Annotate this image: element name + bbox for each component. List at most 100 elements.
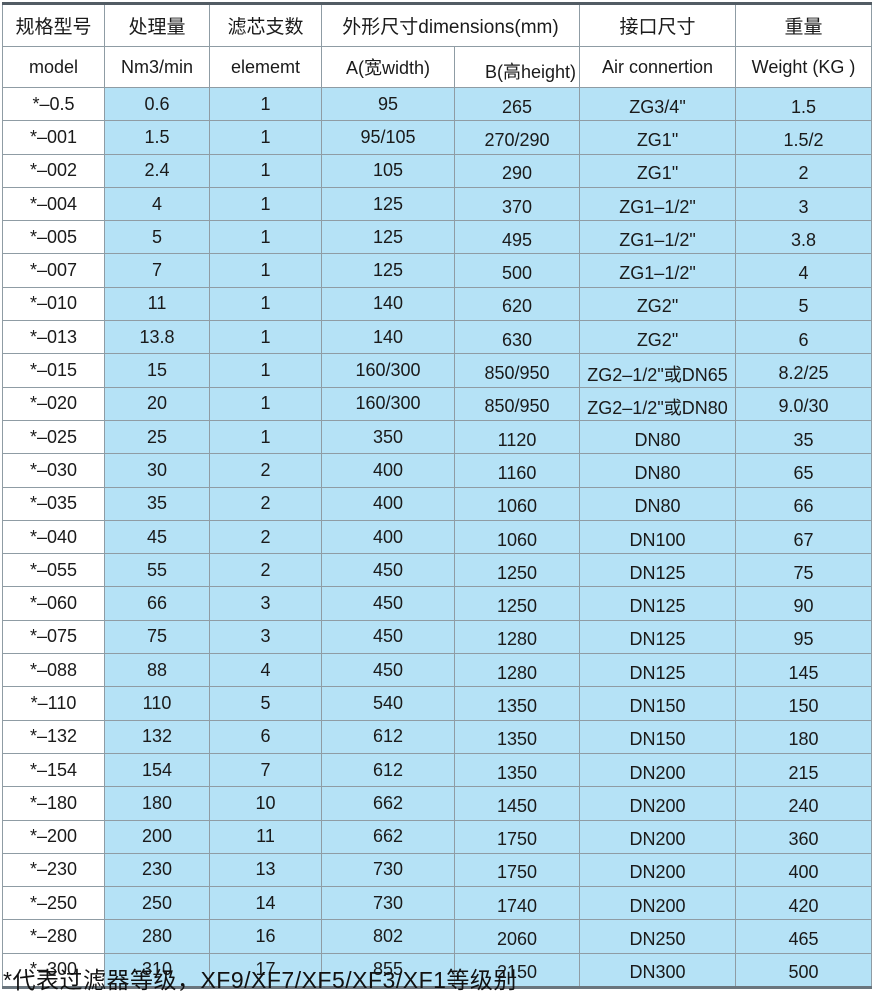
cell-flow: 230 bbox=[104, 852, 210, 888]
cell-height-b: 1060 bbox=[453, 486, 581, 521]
table-row: *–015 15 1 160/300 850/950 ZG2–1/2"或DN65… bbox=[2, 353, 873, 388]
cell-elements: 3 bbox=[209, 619, 322, 655]
header-elements-unit: elememt bbox=[209, 46, 322, 88]
header-dim-b: B(高height) bbox=[453, 46, 581, 88]
header-weight: 重量 bbox=[735, 3, 873, 47]
header-connection-en: Air connertion bbox=[579, 46, 737, 88]
cell-flow: 66 bbox=[104, 586, 210, 621]
cell-height-b: 2060 bbox=[453, 919, 581, 954]
cell-model: *–088 bbox=[2, 653, 105, 688]
cell-elements: 2 bbox=[209, 553, 322, 588]
cell-connection: ZG1–1/2" bbox=[579, 253, 737, 288]
cell-height-b: 1250 bbox=[453, 553, 581, 588]
cell-connection: DN125 bbox=[579, 619, 737, 655]
cell-weight: 400 bbox=[735, 852, 873, 888]
table-row: *–230 230 13 730 1750 DN200 400 bbox=[2, 852, 873, 888]
cell-model: *–250 bbox=[2, 886, 105, 921]
cell-weight: 180 bbox=[735, 719, 873, 754]
cell-height-b: 265 bbox=[453, 86, 581, 122]
cell-height-b: 1450 bbox=[453, 786, 581, 821]
cell-flow: 11 bbox=[104, 286, 210, 322]
cell-width-a: 450 bbox=[321, 553, 455, 588]
cell-model: *–0.5 bbox=[2, 86, 105, 122]
cell-connection: DN80 bbox=[579, 453, 737, 488]
cell-width-a: 140 bbox=[321, 320, 455, 355]
header-weight-en: Weight (KG ) bbox=[735, 46, 873, 88]
cell-connection: ZG1–1/2" bbox=[579, 186, 737, 222]
header-row-en: model Nm3/min elememt A(宽width) B(高heigh… bbox=[2, 46, 873, 88]
cell-elements: 2 bbox=[209, 453, 322, 488]
cell-width-a: 802 bbox=[321, 919, 455, 954]
cell-width-a: 140 bbox=[321, 286, 455, 322]
cell-flow: 250 bbox=[104, 886, 210, 921]
cell-model: *–230 bbox=[2, 852, 105, 888]
cell-connection: ZG3/4" bbox=[579, 86, 737, 122]
cell-weight: 1.5 bbox=[735, 86, 873, 122]
cell-model: *–132 bbox=[2, 719, 105, 754]
cell-connection: DN200 bbox=[579, 786, 737, 821]
cell-connection: DN200 bbox=[579, 819, 737, 854]
cell-model: *–004 bbox=[2, 186, 105, 222]
cell-flow: 20 bbox=[104, 386, 210, 421]
cell-weight: 90 bbox=[735, 586, 873, 621]
cell-width-a: 400 bbox=[321, 453, 455, 488]
cell-flow: 13.8 bbox=[104, 320, 210, 355]
cell-width-a: 400 bbox=[321, 486, 455, 521]
cell-weight: 3.8 bbox=[735, 220, 873, 255]
cell-elements: 1 bbox=[209, 386, 322, 421]
cell-flow: 280 bbox=[104, 919, 210, 954]
cell-flow: 35 bbox=[104, 486, 210, 521]
cell-weight: 215 bbox=[735, 752, 873, 788]
cell-connection: DN100 bbox=[579, 519, 737, 555]
cell-elements: 6 bbox=[209, 719, 322, 754]
cell-height-b: 1740 bbox=[453, 886, 581, 921]
cell-height-b: 370 bbox=[453, 186, 581, 222]
table-row: *–060 66 3 450 1250 DN125 90 bbox=[2, 586, 873, 621]
cell-model: *–020 bbox=[2, 386, 105, 421]
cell-elements: 16 bbox=[209, 919, 322, 954]
cell-width-a: 855 bbox=[321, 952, 455, 989]
cell-weight: 5 bbox=[735, 286, 873, 322]
header-row-zh: 规格型号 处理量 滤芯支数 外形尺寸dimensions(mm) 接口尺寸 重量 bbox=[2, 3, 873, 47]
cell-connection: ZG2–1/2"或DN80 bbox=[579, 386, 737, 421]
cell-weight: 145 bbox=[735, 653, 873, 688]
cell-elements: 3 bbox=[209, 586, 322, 621]
cell-model: *–180 bbox=[2, 786, 105, 821]
cell-flow: 110 bbox=[104, 686, 210, 721]
cell-width-a: 730 bbox=[321, 886, 455, 921]
table-row: *–200 200 11 662 1750 DN200 360 bbox=[2, 819, 873, 854]
cell-elements: 14 bbox=[209, 886, 322, 921]
table-row: *–132 132 6 612 1350 DN150 180 bbox=[2, 719, 873, 754]
cell-height-b: 1250 bbox=[453, 586, 581, 621]
cell-model: *–035 bbox=[2, 486, 105, 521]
cell-elements: 11 bbox=[209, 819, 322, 854]
cell-height-b: 2150 bbox=[453, 952, 581, 989]
cell-elements: 17 bbox=[209, 952, 322, 989]
cell-model: *–005 bbox=[2, 220, 105, 255]
cell-connection: DN250 bbox=[579, 919, 737, 954]
table-row: *–030 30 2 400 1160 DN80 65 bbox=[2, 453, 873, 488]
cell-connection: DN150 bbox=[579, 686, 737, 721]
cell-height-b: 850/950 bbox=[453, 386, 581, 421]
cell-elements: 1 bbox=[209, 153, 322, 188]
cell-weight: 465 bbox=[735, 919, 873, 954]
cell-width-a: 400 bbox=[321, 519, 455, 555]
table-row: *–007 7 1 125 500 ZG1–1/2" 4 bbox=[2, 253, 873, 288]
table-row: *–300 310 17 855 2150 DN300 500 bbox=[2, 952, 873, 989]
cell-weight: 75 bbox=[735, 553, 873, 588]
cell-width-a: 662 bbox=[321, 819, 455, 854]
cell-connection: DN200 bbox=[579, 886, 737, 921]
header-flow: 处理量 bbox=[104, 3, 210, 47]
cell-flow: 1.5 bbox=[104, 120, 210, 155]
cell-height-b: 495 bbox=[453, 220, 581, 255]
cell-elements: 1 bbox=[209, 186, 322, 222]
cell-model: *–154 bbox=[2, 752, 105, 788]
cell-elements: 4 bbox=[209, 653, 322, 688]
cell-elements: 1 bbox=[209, 286, 322, 322]
cell-model: *–055 bbox=[2, 553, 105, 588]
cell-height-b: 1350 bbox=[453, 752, 581, 788]
header-dimensions: 外形尺寸dimensions(mm) bbox=[320, 3, 581, 47]
header-dim-a: A(宽width) bbox=[321, 46, 455, 88]
cell-elements: 7 bbox=[209, 752, 322, 788]
